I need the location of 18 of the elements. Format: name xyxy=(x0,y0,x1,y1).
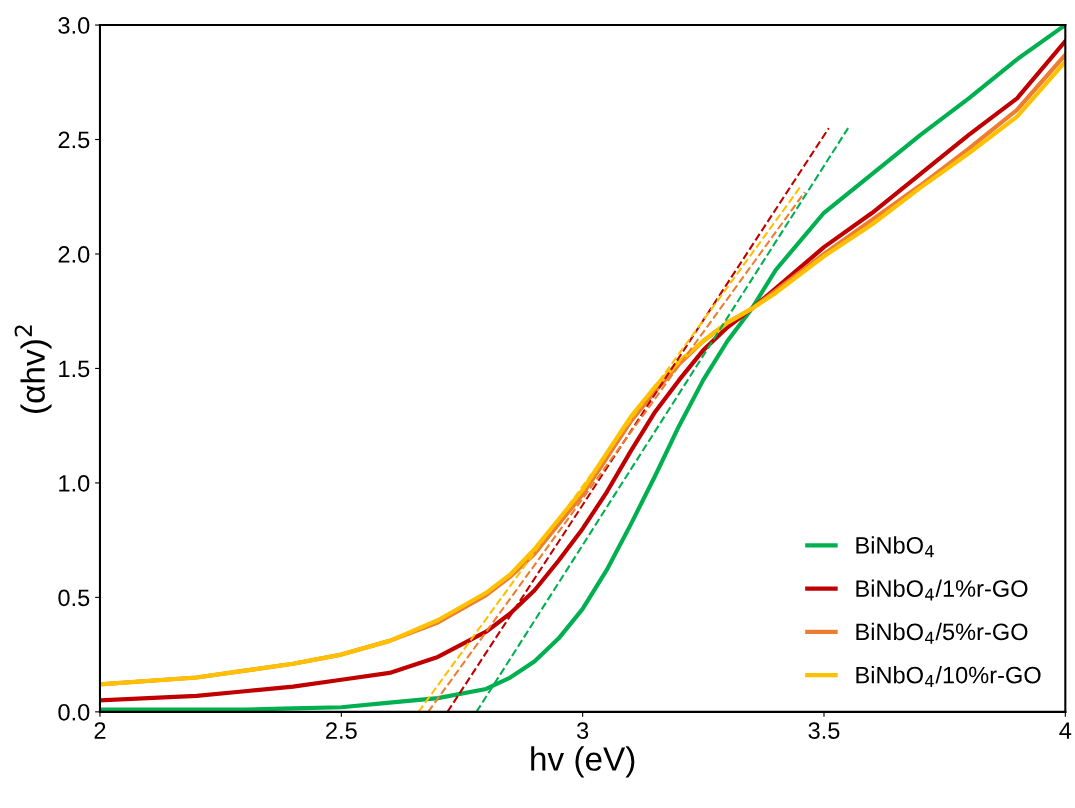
y-tick-label: 2.0 xyxy=(58,246,90,263)
y-tick-label: 1.0 xyxy=(59,474,90,492)
legend-label: BiNbO$_{4}$ xyxy=(856,536,934,558)
y-tick-label: 1.5 xyxy=(59,360,90,378)
legend-label: BiNbO$_{4}$/10%r-GO xyxy=(856,666,1041,688)
x-tick-label: 3 xyxy=(576,722,589,739)
x-tick-label: 4 xyxy=(1059,722,1072,739)
y-axis-title: (αhv)$^{2}$ xyxy=(14,325,52,413)
y-tick-label: 3.0 xyxy=(58,17,90,34)
x-axis-title: hv (eV) xyxy=(531,746,635,778)
y-tick-label: 0.5 xyxy=(58,589,90,607)
legend-label: BiNbO$_{4}$/1%r-GO xyxy=(856,579,1028,601)
x-tick-label: 2.5 xyxy=(326,722,357,739)
y-tick-label: 2.5 xyxy=(58,131,90,149)
legend-label: BiNbO$_{4}$/5%r-GO xyxy=(856,622,1028,644)
x-tick-label: 2 xyxy=(94,722,106,739)
y-tick-label: 0.0 xyxy=(58,703,90,721)
x-tick-label: 3.5 xyxy=(808,722,840,739)
